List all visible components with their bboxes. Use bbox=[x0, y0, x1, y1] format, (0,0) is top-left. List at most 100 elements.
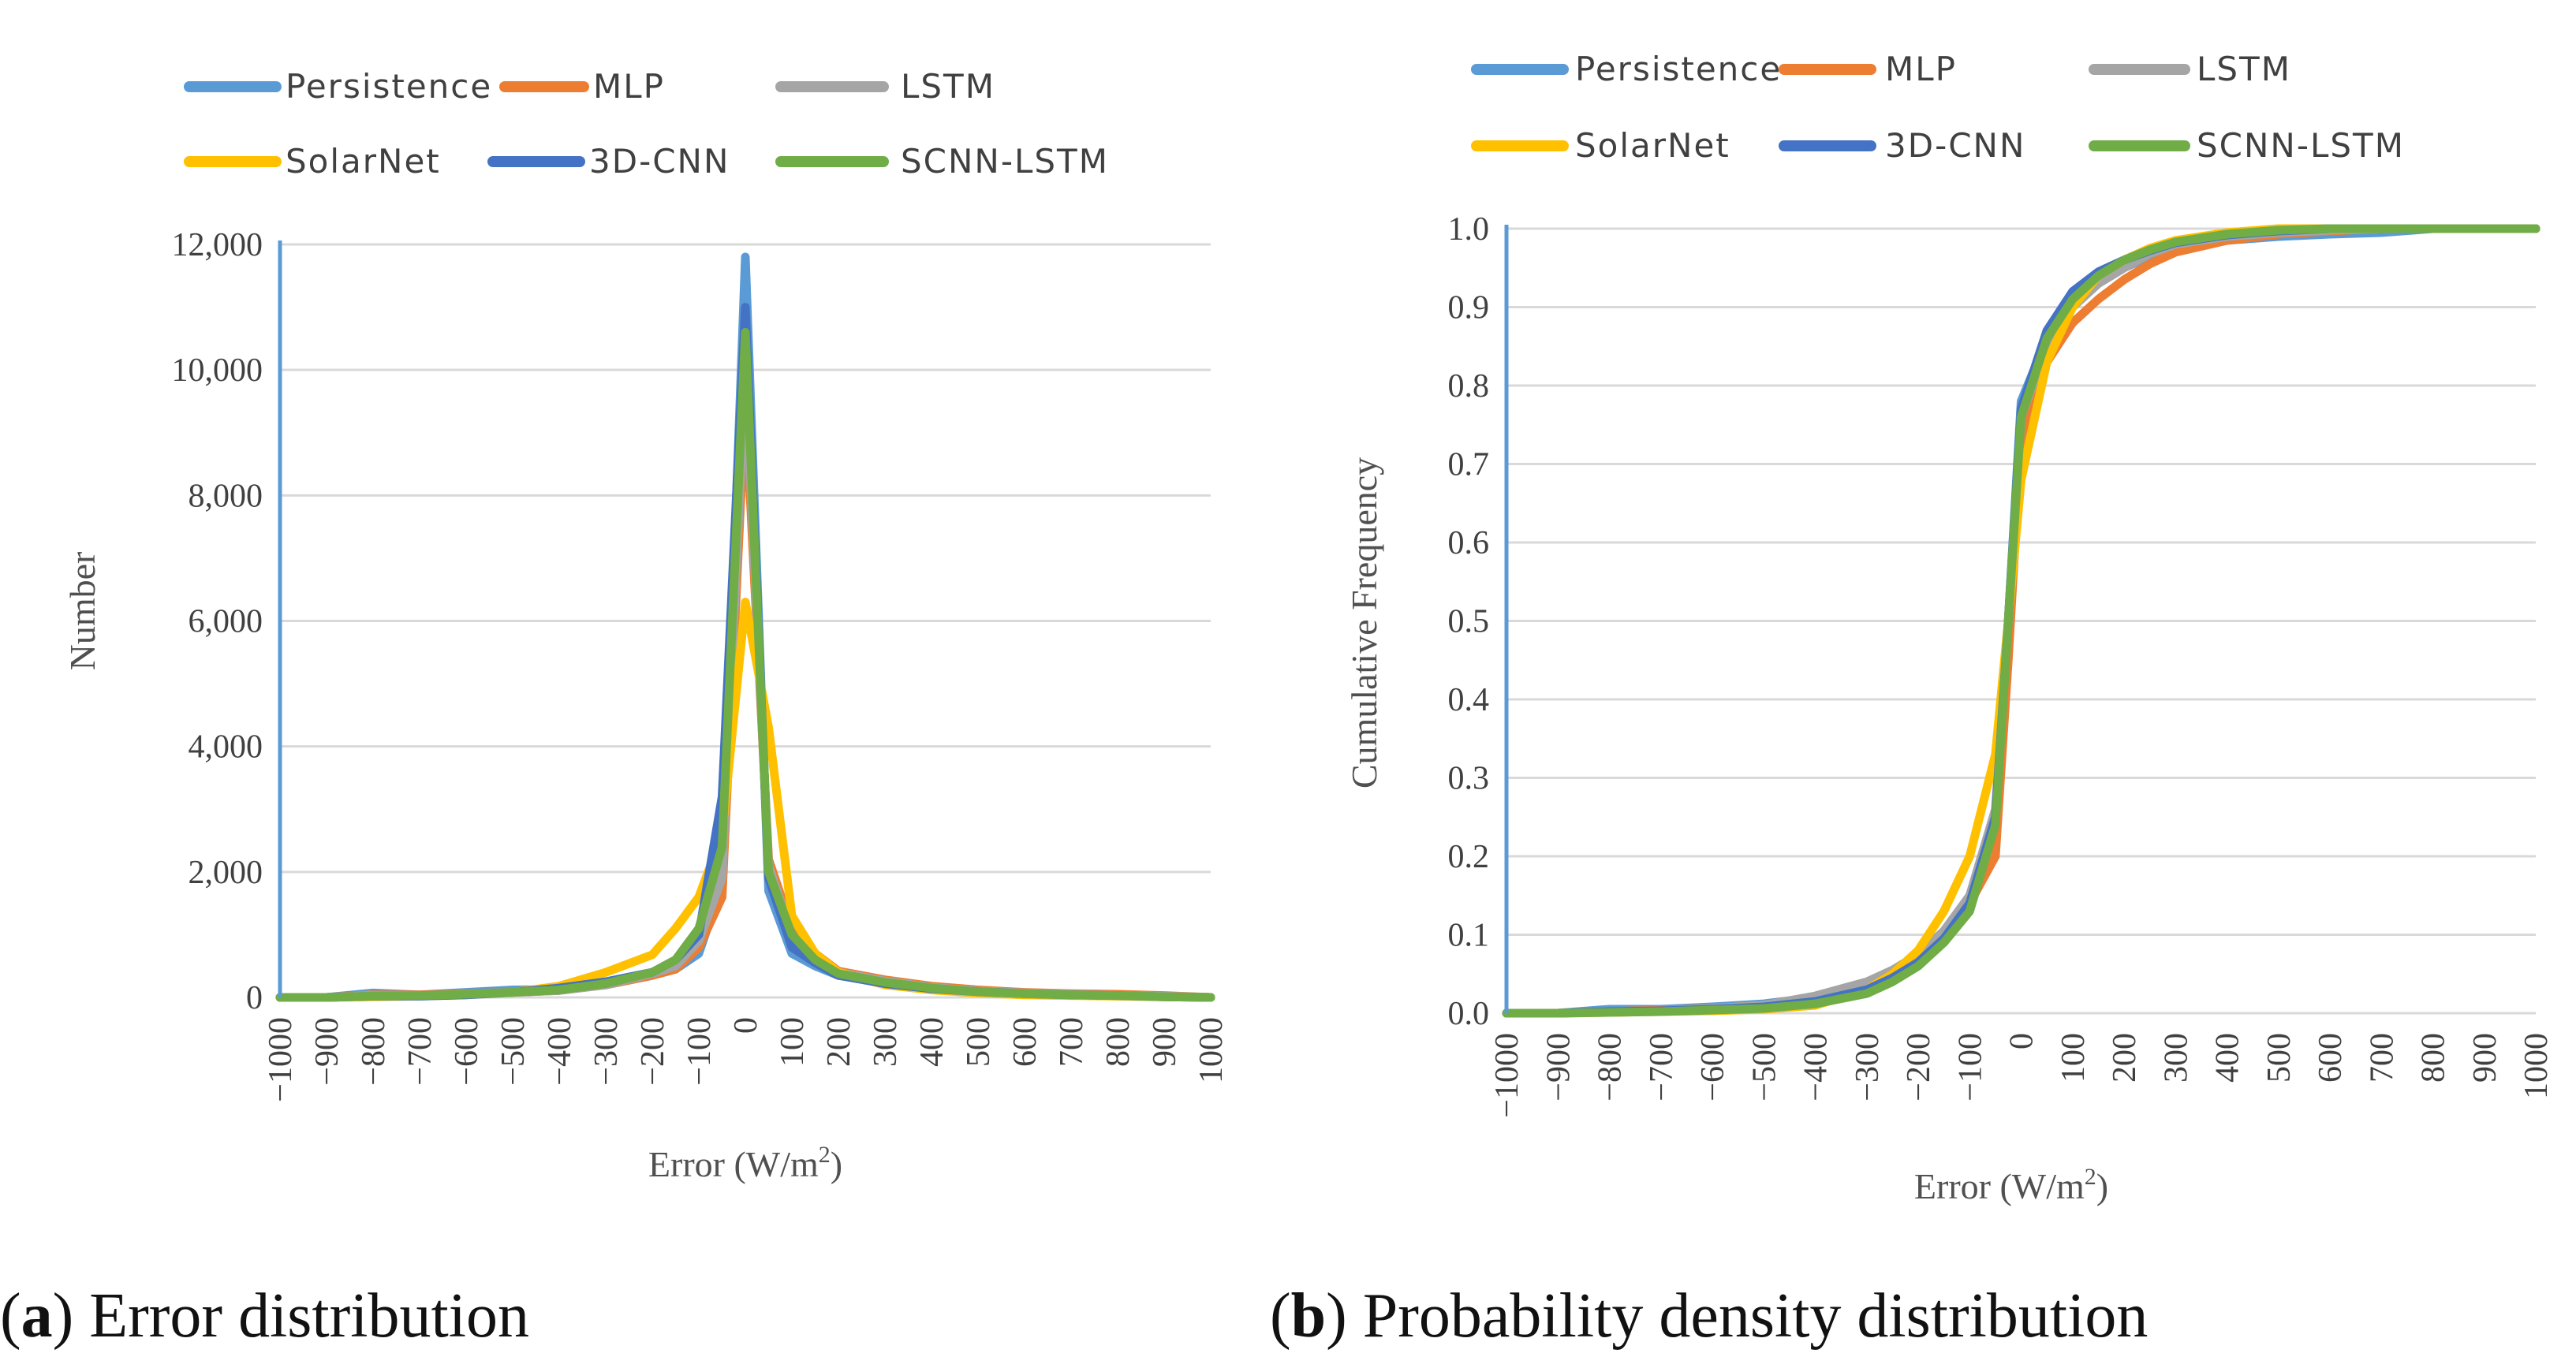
y-tick-label: 8,000 bbox=[189, 478, 263, 514]
y-tick-label: 0.7 bbox=[1448, 447, 1490, 483]
x-tick-label: 700 bbox=[2364, 1033, 2400, 1083]
panel-b-caption-text: Probability density distribution bbox=[1363, 1281, 2149, 1351]
legend-item-3d-cnn: 3D-CNN bbox=[487, 142, 728, 181]
y-tick-label: 0.9 bbox=[1448, 290, 1490, 326]
x-tick-label: 200 bbox=[2107, 1033, 2143, 1083]
legend-item-mlp: MLP bbox=[1779, 50, 1957, 88]
panel-a-x-tick-labels: −1000 −900 −800 −700 −600 −500 −400 −300 −200 −10… bbox=[263, 1017, 1230, 1102]
legend-label: SolarNet bbox=[286, 142, 441, 181]
y-tick-label: 2,000 bbox=[189, 855, 263, 891]
panel-b-x-axis-title: Error (W/m2) bbox=[1914, 1164, 2108, 1206]
legend-item-3d-cnn: 3D-CNN bbox=[1779, 126, 2025, 165]
legend-item-persistence: Persistence bbox=[184, 67, 492, 106]
legend-label: Persistence bbox=[286, 67, 492, 106]
y-tick-label: 0.0 bbox=[1448, 996, 1490, 1032]
panel-b-y-tick-labels: 0.0 0.1 0.2 0.3 0.4 0.5 0.6 0.7 0.8 0.9 1.0 bbox=[1448, 211, 1490, 1032]
x-tick-label: −100 bbox=[681, 1017, 718, 1086]
y-tick-label: 0.2 bbox=[1448, 839, 1490, 875]
x-tick-label: −900 bbox=[1540, 1033, 1577, 1101]
series-line-solarnet bbox=[275, 598, 1215, 1002]
panel-b-gridlines bbox=[1506, 227, 2536, 1015]
x-tick-label: 700 bbox=[1054, 1017, 1090, 1067]
legend-label: LSTM bbox=[2197, 50, 2291, 88]
panel-a-caption: (a) Error distribution bbox=[0, 1281, 529, 1351]
x-tick-label: −300 bbox=[588, 1017, 625, 1086]
x-tick-label: 300 bbox=[868, 1017, 904, 1067]
y-tick-label: 6,000 bbox=[189, 604, 263, 640]
x-tick-label: 900 bbox=[1147, 1017, 1183, 1067]
y-tick-label: 0.5 bbox=[1448, 604, 1490, 640]
x-tick-label: −300 bbox=[1850, 1033, 1886, 1101]
series-line-scnn-lstm bbox=[1502, 224, 2541, 1018]
x-tick-label: 800 bbox=[1100, 1017, 1137, 1067]
legend-item-lstm: LSTM bbox=[2089, 50, 2291, 88]
legend-label: SCNN-LSTM bbox=[2197, 126, 2405, 165]
x-tick-label: −1000 bbox=[263, 1017, 299, 1102]
x-tick-label: −500 bbox=[495, 1017, 532, 1086]
x-tick-label: 0 bbox=[728, 1017, 764, 1034]
x-tick-label: −700 bbox=[1644, 1033, 1680, 1101]
x-tick-label: 1000 bbox=[1193, 1017, 1230, 1083]
legend-label: MLP bbox=[1885, 50, 1957, 88]
series-line-lstm bbox=[275, 365, 1215, 1002]
panel-a-series bbox=[275, 252, 1215, 1002]
panel-a-error-distribution: Persistence MLP LSTM SolarNet 3D-CNN SCN… bbox=[0, 67, 1230, 1351]
x-tick-label: 100 bbox=[2055, 1033, 2092, 1083]
x-tick-label: −400 bbox=[542, 1017, 578, 1086]
x-tick-label: −600 bbox=[449, 1017, 485, 1086]
x-tick-label: −900 bbox=[309, 1017, 345, 1086]
x-tick-label: 600 bbox=[1007, 1017, 1043, 1067]
panel-b-legend: Persistence MLP LSTM SolarNet 3D-CNN SCN… bbox=[1471, 50, 2405, 165]
y-tick-label: 0.8 bbox=[1448, 368, 1490, 404]
legend-label: Persistence bbox=[1575, 50, 1782, 88]
y-tick-label: 4,000 bbox=[189, 729, 263, 766]
legend-item-scnn-lstm: SCNN-LSTM bbox=[2089, 126, 2405, 165]
x-tick-label: 300 bbox=[2158, 1033, 2194, 1083]
legend-item-mlp: MLP bbox=[499, 67, 665, 106]
legend-item-solarnet: SolarNet bbox=[1471, 126, 1730, 165]
x-tick-label: 200 bbox=[821, 1017, 857, 1067]
panel-a-label: a bbox=[21, 1281, 53, 1351]
panel-b-series bbox=[1502, 224, 2541, 1018]
legend-item-persistence: Persistence bbox=[1471, 50, 1782, 88]
x-tick-label: 900 bbox=[2467, 1033, 2503, 1083]
legend-label: LSTM bbox=[901, 67, 995, 106]
x-tick-label: 400 bbox=[2210, 1033, 2246, 1083]
legend-label: MLP bbox=[593, 67, 665, 106]
x-tick-label: −600 bbox=[1695, 1033, 1731, 1101]
panel-b-probability-density: Persistence MLP LSTM SolarNet 3D-CNN SCN… bbox=[1270, 50, 2555, 1351]
y-tick-label: 0 bbox=[246, 980, 263, 1016]
panel-b-label: b bbox=[1291, 1281, 1327, 1351]
panel-a-x-axis-title: Error (W/m2) bbox=[648, 1142, 842, 1184]
x-tick-label: 0 bbox=[2004, 1033, 2040, 1049]
legend-label: SolarNet bbox=[1575, 126, 1730, 165]
x-tick-label: 800 bbox=[2416, 1033, 2452, 1083]
x-tick-label: −200 bbox=[1901, 1033, 1937, 1101]
y-tick-label: 0.3 bbox=[1448, 761, 1490, 797]
panel-a-y-tick-labels: 0 2,000 4,000 6,000 8,000 10,000 12,000 bbox=[172, 227, 263, 1016]
x-tick-label: 500 bbox=[961, 1017, 997, 1067]
y-tick-label: 0.6 bbox=[1448, 525, 1490, 561]
legend-item-scnn-lstm: SCNN-LSTM bbox=[775, 142, 1109, 181]
panel-a-y-axis-title: Number bbox=[62, 552, 103, 671]
x-tick-label: 600 bbox=[2313, 1033, 2349, 1083]
x-tick-label: −200 bbox=[635, 1017, 671, 1086]
series-line-scnn-lstm bbox=[275, 327, 1215, 1002]
x-tick-label: −500 bbox=[1746, 1033, 1783, 1101]
x-tick-label: −1000 bbox=[1489, 1033, 1525, 1118]
y-tick-label: 12,000 bbox=[172, 227, 263, 263]
legend-label: 3D-CNN bbox=[1885, 126, 2025, 165]
legend-label: SCNN-LSTM bbox=[901, 142, 1109, 181]
panel-b-caption: (b) Probability density distribution bbox=[1270, 1281, 2148, 1351]
y-tick-label: 0.4 bbox=[1448, 682, 1490, 718]
series-line-mlp bbox=[275, 397, 1215, 1002]
y-tick-label: 1.0 bbox=[1448, 211, 1490, 248]
y-tick-label: 10,000 bbox=[172, 352, 263, 389]
panel-a-caption-text: Error distribution bbox=[89, 1281, 529, 1351]
y-tick-label: 0.1 bbox=[1448, 918, 1490, 954]
x-tick-label: 100 bbox=[775, 1017, 811, 1067]
panel-b-x-tick-labels: −1000 −900 −800 −700 −600 −500 −400 −300 −200 −10… bbox=[1489, 1033, 2555, 1118]
x-tick-label: −100 bbox=[1952, 1033, 1988, 1101]
x-tick-label: −800 bbox=[1592, 1033, 1629, 1101]
